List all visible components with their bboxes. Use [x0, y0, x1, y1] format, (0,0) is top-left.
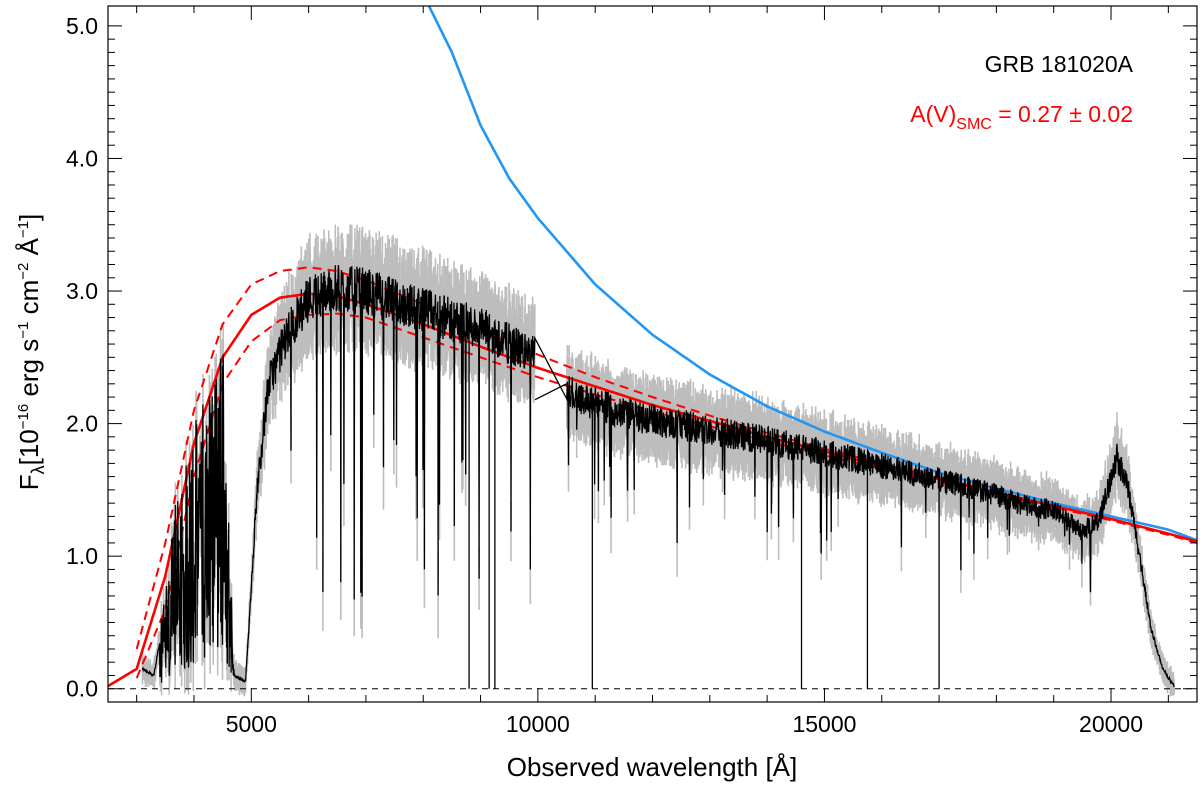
x-tick-label: 20000: [1079, 711, 1143, 737]
y-axis-units-exp4: −1: [15, 221, 32, 238]
y-axis-symbol-subscript: λ: [28, 465, 48, 474]
y-tick-label: 2.0: [66, 411, 98, 437]
x-tick-label: 10000: [506, 711, 570, 737]
extinction-prefix: A(V): [910, 101, 956, 127]
y-axis-symbol: F: [14, 474, 44, 490]
series-observed-spectrum-continuum: [141, 264, 1175, 688]
y-tick-label: 5.0: [66, 13, 98, 39]
y-axis-units-d: Å: [14, 237, 44, 262]
y-tick-label: 3.0: [66, 278, 98, 304]
y-axis-units-exp3: −2: [15, 263, 32, 280]
plot-series-layer: [108, 6, 1197, 690]
extinction-label: A(V)SMC = 0.27 ± 0.02: [910, 101, 1133, 133]
x-axis-title: Observed wavelength [Å]: [507, 752, 798, 782]
series-unextinguished-power-law: [427, 6, 1197, 542]
y-axis-title: Fλ[10−16 erg s−1 cm−2 Å−1]: [14, 214, 48, 491]
y-axis-units-f: ]: [14, 214, 44, 221]
y-axis-units-c: cm: [14, 280, 44, 322]
x-tick-label: 5000: [226, 711, 277, 737]
object-label: GRB 181020A: [985, 51, 1134, 77]
y-tick-label: 0.0: [66, 676, 98, 702]
y-axis-units-exp2: −1: [15, 322, 32, 339]
x-tick-label: 15000: [792, 711, 856, 737]
extinction-subscript: SMC: [956, 116, 992, 133]
y-tick-label: 1.0: [66, 543, 98, 569]
plot-axes: 5000 10000 15000 20000 0.0 1.0 2.0 3.0 4.0 5.0: [66, 5, 1198, 737]
y-axis-units-exp1: −16: [15, 404, 32, 429]
y-axis-units-a: [10: [14, 429, 44, 465]
y-tick-label: 4.0: [66, 145, 98, 171]
series-smc-fit-upper-bound: [135, 266, 1197, 650]
extinction-value: = 0.27 ± 0.02: [992, 101, 1133, 127]
y-axis-units-b: erg s: [14, 339, 44, 404]
